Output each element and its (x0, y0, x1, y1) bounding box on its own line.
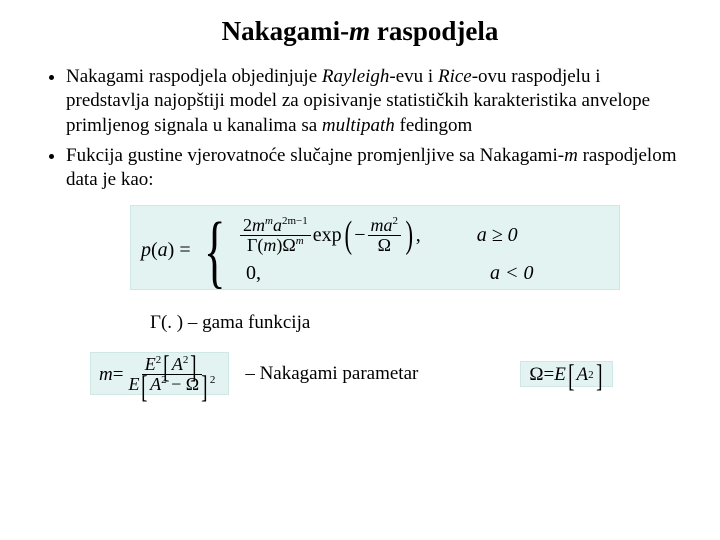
list-item: Fukcija gustine vjerovatnoće slučajne pr… (66, 144, 680, 193)
bullet-list: Nakagami raspodjela objedinjuje Rayleigh… (40, 65, 680, 193)
title-m: m (349, 16, 370, 46)
omega-parameter-formula: Ω = E [ A2 ] (520, 361, 613, 387)
gamma-note: Γ(. ) – gama funkcija (150, 312, 680, 334)
parameter-row: m = E2[A2] E[A2 − Ω]2 – Nakagami paramet… (90, 352, 680, 395)
slide-container: Nakagami-m raspodjela Nakagami raspodjel… (0, 0, 720, 405)
brace-icon: { (203, 212, 225, 290)
title-prefix: Nakagami- (222, 16, 350, 46)
pdf-formula: p(a) = { 2mma2m−1 Γ(m)Ωm exp ( − ma2 (130, 205, 620, 291)
m-parameter-formula: m = E2[A2] E[A2 − Ω]2 (90, 352, 229, 395)
list-item: Nakagami raspodjela objedinjuje Rayleigh… (66, 65, 680, 138)
title-suffix: raspodjela (370, 16, 498, 46)
page-title: Nakagami-m raspodjela (40, 16, 680, 47)
m-parameter-label: – Nakagami parametar (245, 363, 418, 385)
